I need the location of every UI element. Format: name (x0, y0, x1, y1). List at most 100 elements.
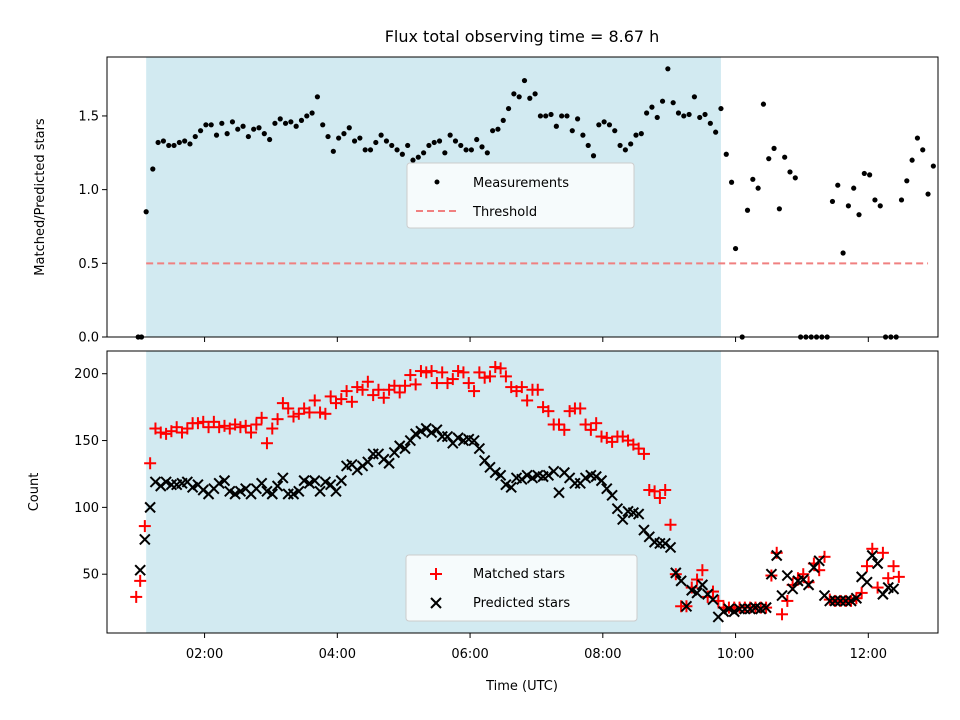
measurement-point (474, 136, 480, 143)
measurement-point (845, 203, 851, 209)
measurement-point (362, 147, 368, 153)
measurement-point (484, 150, 490, 156)
measurement-point (930, 163, 936, 169)
measurement-point (771, 145, 777, 151)
matched-stars-point (239, 419, 252, 432)
predicted-stars-point (218, 474, 231, 487)
measurement-point (596, 122, 602, 128)
measurement-point (410, 157, 416, 163)
predicted-stars-point (309, 474, 321, 487)
matched-stars-point (632, 442, 645, 455)
matched-stars-point (287, 410, 300, 423)
matched-stars-point (356, 383, 369, 396)
predicted-stars-point (771, 549, 783, 562)
measurement-point (336, 135, 342, 141)
ratio-ytick-label: 1.5 (78, 109, 99, 124)
measurement-point (405, 142, 411, 149)
matched-stars-point (521, 394, 534, 407)
matched-stars-point (595, 430, 608, 443)
measurement-point (325, 133, 331, 140)
measurement-point (606, 122, 613, 128)
matched-stars-point (664, 518, 677, 531)
legend-threshold-label: Threshold (472, 205, 537, 220)
measurement-point (617, 142, 623, 149)
matched-stars-point (452, 365, 465, 378)
measurement-point (920, 147, 926, 153)
count-ytick-label: 150 (74, 434, 99, 449)
measurement-point (553, 123, 559, 129)
predicted-stars-point (691, 587, 703, 599)
matched-stars-point (462, 377, 475, 390)
matched-stars-point (335, 393, 348, 406)
predicted-stars-point (494, 469, 507, 482)
measurement-point (229, 119, 236, 125)
matched-stars-point (425, 365, 438, 378)
measurement-point (638, 131, 644, 137)
predicted-stars-point (473, 442, 486, 455)
measurement-point (511, 91, 517, 97)
measurement-point (559, 113, 565, 119)
measurement-point (516, 94, 522, 100)
measurement-point (574, 116, 581, 122)
matched-stars-point (319, 407, 332, 420)
predicted-stars-point (675, 575, 687, 587)
matched-stars-point (292, 407, 305, 420)
ratio-panel: 0.0 0.5 1.0 1.5 Matched/Predicted stars Mea… (33, 56, 939, 346)
measurement-point (861, 170, 867, 177)
matched-stars-point (130, 590, 143, 603)
measurement-point (495, 126, 501, 132)
measurement-point (421, 150, 427, 156)
predicted-stars-point (670, 567, 682, 579)
matched-stars-point (606, 435, 619, 448)
measurement-point (649, 104, 655, 110)
matched-stars-point (494, 362, 507, 375)
measurement-point (622, 147, 628, 153)
measurement-point (691, 94, 698, 100)
predicted-stars-point (617, 513, 629, 526)
predicted-stars-point (595, 474, 608, 487)
predicted-stars-point (850, 592, 863, 604)
measurement-point (447, 132, 453, 138)
legend-matched-marker (430, 568, 442, 580)
x-tick-label: 10:00 (717, 647, 754, 662)
matched-stars-point (648, 485, 661, 498)
predicted-stars-point (861, 576, 873, 588)
matched-stars-point (144, 457, 157, 470)
matched-stars-point (202, 421, 215, 434)
ratio-legend: Measurements Threshold (406, 162, 635, 229)
matched-stars-point (308, 394, 321, 407)
matched-stars-point (590, 417, 603, 430)
measurement-point (569, 128, 575, 134)
measurement-point (314, 94, 321, 100)
matched-stars-point (855, 586, 868, 599)
predicted-stars-point (871, 557, 884, 570)
measurement-point (479, 144, 485, 150)
matched-stars-point (388, 379, 401, 392)
ratio-panel-ylabel: Matched/Predicted stars (33, 118, 48, 276)
measurement-point (750, 176, 756, 182)
matched-stars-point (260, 437, 273, 450)
matched-stars-point (361, 375, 374, 388)
measurement-point (686, 111, 692, 118)
measurement-point (277, 116, 283, 122)
predicted-stars-point (776, 589, 788, 602)
predicted-stars-point (139, 533, 151, 546)
measurement-point (732, 245, 739, 252)
measurement-point (925, 191, 931, 197)
predicted-stars-point (707, 593, 719, 606)
x-tick-label: 04:00 (319, 647, 356, 662)
measurement-point (304, 113, 310, 119)
measurement-point (213, 132, 220, 138)
matched-stars-point (414, 365, 427, 378)
matched-stars-point (653, 492, 666, 505)
count-panel-frame (106, 350, 939, 634)
predicted-stars-point (362, 456, 374, 468)
measurement-point (755, 185, 761, 191)
measurement-point (659, 98, 666, 104)
measurement-point (723, 151, 729, 157)
matched-stars-point (468, 385, 481, 398)
predicted-stars-point (786, 583, 799, 595)
measurement-point (351, 138, 358, 144)
measurement-point (378, 132, 384, 138)
